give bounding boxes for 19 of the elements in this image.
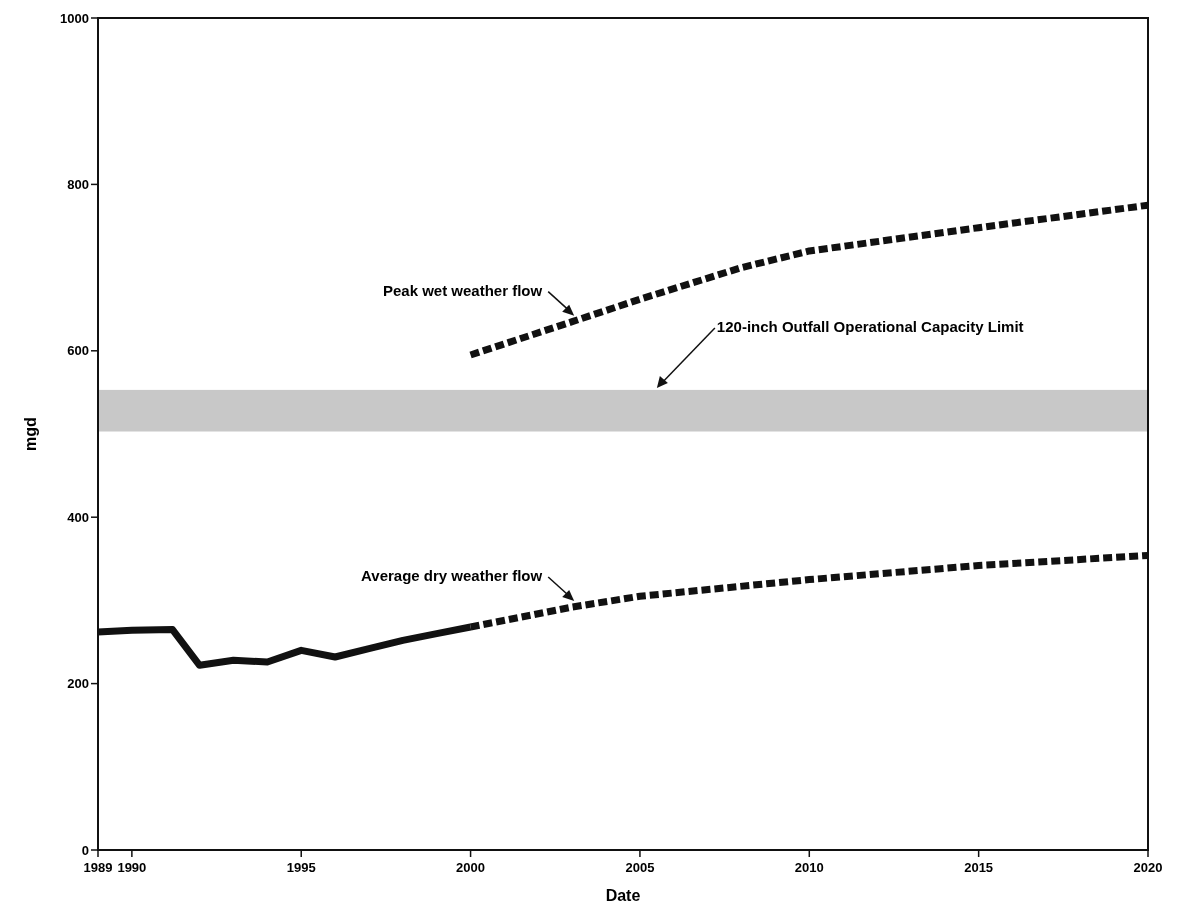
x-tick-label: 2015	[964, 860, 994, 875]
text: Peak wet weather flow	[382, 281, 543, 299]
x-tick-label: 1989	[83, 860, 113, 875]
y-tick-label: 800	[67, 176, 89, 192]
x-tick-label: 1995	[286, 860, 316, 875]
x-tick-label: 2000	[456, 860, 486, 875]
x-tick-label: 2010	[794, 860, 824, 875]
y-tick-label: 400	[67, 509, 89, 525]
x-axis-title: Date	[605, 887, 641, 904]
x-tick-label: 2005	[625, 860, 655, 875]
y-axis-title: mgd	[22, 417, 39, 451]
y-tick-label: 600	[67, 343, 89, 359]
y-tick-label: 1000	[60, 10, 89, 26]
series-label: Average dry weather flow	[361, 567, 543, 585]
x-tick-label: 1990	[117, 860, 147, 875]
band-label: 120-inch Outfall Operational Capacity Limit	[716, 317, 1024, 335]
y-tick-label: 0	[81, 842, 89, 858]
y-tick-label: 200	[67, 676, 89, 692]
x-tick-label: 2020	[1133, 860, 1163, 875]
